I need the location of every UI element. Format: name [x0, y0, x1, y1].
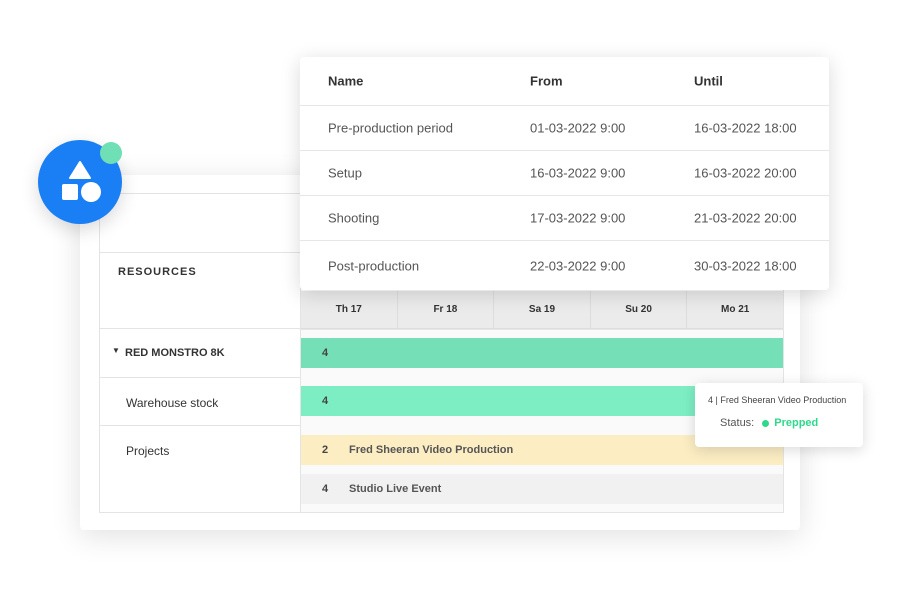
status-value: Prepped — [774, 417, 819, 429]
phase-name: Shooting — [328, 210, 380, 226]
from-date: 17-03-2022 9:00 — [530, 210, 626, 226]
project-bar[interactable]: 4 Studio Live Event — [301, 474, 783, 504]
until-date: 30-03-2022 18:00 — [694, 258, 797, 273]
phase-name: Post-production — [328, 258, 420, 273]
from-date: 16-03-2022 9:00 — [530, 165, 626, 181]
caret-down-icon[interactable]: ▼ — [112, 346, 120, 355]
resources-header: RESOURCES — [100, 253, 300, 329]
col-header-until: Until — [694, 73, 723, 89]
tooltip-title: 4 | Fred Sheeran Video Production — [708, 395, 847, 405]
count: 4 — [321, 483, 329, 495]
popup-header-row: Name From Until — [300, 57, 829, 106]
day-column: Sa 19 — [494, 291, 591, 328]
until-date: 21-03-2022 20:00 — [694, 210, 797, 226]
phase-name: Setup — [328, 165, 362, 181]
day-column: Th 17 — [301, 291, 398, 328]
count: 4 — [321, 347, 329, 359]
status-badge-dot — [100, 142, 122, 164]
table-row[interactable]: Pre-production period 01-03-2022 9:00 16… — [300, 106, 829, 151]
from-date: 22-03-2022 9:00 — [530, 258, 626, 273]
phase-name: Pre-production period — [328, 120, 454, 136]
resource-row-projects[interactable]: Projects — [100, 426, 300, 512]
until-date: 16-03-2022 20:00 — [694, 165, 797, 181]
schedule-popup: Name From Until Pre-production period 01… — [300, 57, 829, 290]
resource-label: RED MONSTRO 8K — [125, 347, 225, 359]
col-header-name: Name — [328, 73, 364, 89]
col-header-from: From — [530, 73, 563, 89]
table-row[interactable]: Post-production 22-03-2022 9:00 30-03-20… — [300, 241, 829, 290]
resource-label: Projects — [126, 444, 170, 458]
count: 4 — [321, 395, 329, 407]
day-header: Th 17 Fr 18 Sa 19 Su 20 Mo 21 — [301, 291, 783, 329]
project-name: Fred Sheeran Video Production — [349, 444, 514, 456]
day-column: Su 20 — [591, 291, 688, 328]
blank-header — [100, 194, 300, 253]
resources-label: RESOURCES — [118, 266, 197, 278]
resource-row-warehouse[interactable]: Warehouse stock — [100, 378, 300, 426]
count: 2 — [321, 444, 329, 456]
table-row[interactable]: Setup 16-03-2022 9:00 16-03-2022 20:00 — [300, 151, 829, 196]
resource-label: Warehouse stock — [126, 396, 219, 410]
status-dot-icon — [762, 419, 770, 427]
booking-bar[interactable]: 4 — [301, 338, 783, 368]
from-date: 01-03-2022 9:00 — [530, 120, 626, 136]
resource-column: RESOURCES ▼ RED MONSTRO 8K Warehouse sto… — [100, 194, 301, 512]
shapes-icon — [62, 161, 101, 202]
day-column: Fr 18 — [398, 291, 495, 328]
resource-row-red-monstro[interactable]: ▼ RED MONSTRO 8K — [100, 329, 300, 378]
until-date: 16-03-2022 18:00 — [694, 120, 797, 136]
status-label: Status: — [720, 417, 755, 429]
booking-tooltip: 4 | Fred Sheeran Video Production Status… — [695, 383, 863, 447]
table-row[interactable]: Shooting 17-03-2022 9:00 21-03-2022 20:0… — [300, 196, 829, 241]
day-column: Mo 21 — [721, 304, 750, 315]
project-name: Studio Live Event — [349, 483, 442, 495]
